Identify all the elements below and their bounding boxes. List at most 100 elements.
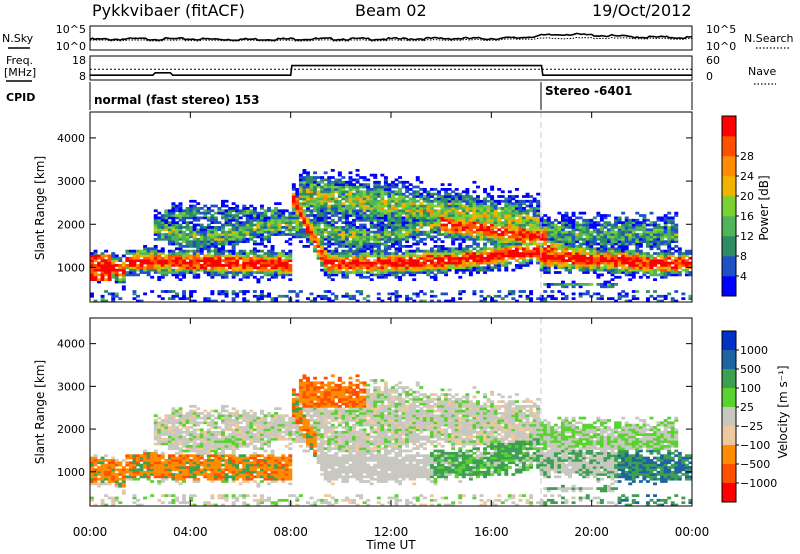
power-cell (309, 221, 314, 225)
power-cell (454, 204, 459, 208)
power-cell (387, 235, 392, 239)
power-cell (599, 285, 604, 289)
power-cell (585, 268, 590, 272)
velocity-cell (111, 456, 116, 460)
power-cell (344, 190, 349, 194)
power-cell (171, 211, 176, 215)
power-cell (415, 228, 420, 232)
power-cell (642, 233, 647, 236)
velocity-cell (178, 449, 183, 453)
velocity-cell (104, 482, 109, 486)
power-cell (288, 211, 293, 215)
power-cell (585, 247, 590, 251)
power-cell (217, 266, 222, 270)
power-cell (497, 247, 502, 251)
power-cell (327, 188, 332, 191)
power-cell (157, 294, 162, 298)
power-cell (408, 254, 413, 258)
power-cell (366, 195, 371, 198)
power-cell (568, 266, 572, 270)
power-cell (380, 261, 385, 265)
power-cell (571, 233, 576, 236)
power-cell (206, 261, 211, 265)
power-cell (327, 268, 332, 272)
power-cell (316, 240, 321, 244)
power-cell (536, 221, 541, 225)
power-cell (391, 221, 395, 225)
power-cell (383, 199, 388, 203)
power-cell (475, 226, 480, 229)
power-cell (575, 247, 580, 251)
power-cell (458, 235, 463, 239)
power-cell (341, 264, 346, 267)
power-cell (245, 230, 250, 234)
power-cell (348, 294, 353, 298)
power-cell (525, 230, 530, 234)
power-cell (422, 214, 427, 217)
power-cell (518, 211, 523, 215)
power-cell (320, 259, 325, 263)
power-cell (486, 266, 491, 270)
power-cell (667, 240, 672, 244)
power-cell (433, 218, 438, 222)
power-cell (228, 235, 233, 239)
power-cell (656, 259, 661, 263)
power-cell (344, 240, 349, 244)
power-cell (525, 237, 530, 241)
power-cell (355, 211, 360, 215)
power-cell (359, 264, 364, 267)
power-cell (160, 247, 165, 251)
power-cell (224, 237, 229, 241)
power-cell (143, 245, 148, 248)
power-cell (599, 216, 604, 220)
power-cell (380, 252, 385, 255)
velocity-cell (157, 421, 162, 425)
power-cell (560, 252, 565, 255)
power-cell (628, 233, 633, 236)
power-cell (256, 235, 261, 239)
power-cell (631, 254, 636, 258)
power-cell (359, 242, 364, 246)
power-cell (589, 252, 594, 255)
velocity-cell (100, 468, 105, 472)
power-cell (398, 266, 403, 270)
colorbar-swatch (722, 276, 736, 297)
power-cell (507, 242, 512, 246)
velocity-cell (174, 459, 179, 462)
power-cell (189, 292, 194, 296)
power-cell (114, 264, 119, 267)
velocity-cell (128, 466, 133, 469)
power-cell (585, 240, 590, 244)
power-cell (238, 271, 243, 274)
power-cell (298, 290, 303, 293)
power-cell (660, 218, 665, 222)
power-cell (185, 240, 190, 244)
power-cell (507, 226, 512, 229)
power-cell (451, 256, 456, 260)
power-cell (628, 235, 633, 239)
power-cell (178, 235, 183, 239)
power-cell (380, 259, 385, 263)
colorbar-swatch (722, 156, 736, 177)
power-cell (440, 249, 445, 253)
velocity-cell (160, 430, 165, 434)
power-cell (217, 221, 222, 225)
power-cell (589, 237, 594, 241)
power-cell (192, 271, 197, 274)
power-cell (309, 180, 314, 184)
power-cell (306, 192, 310, 196)
power-cell (603, 233, 608, 236)
power-cell (543, 261, 548, 265)
power-cell (242, 237, 247, 241)
power-cell (288, 259, 293, 263)
power-cell (302, 169, 307, 172)
power-cell (245, 237, 250, 241)
power-cell (500, 235, 505, 239)
power-cell (242, 233, 247, 236)
power-cell (330, 226, 335, 229)
power-cell (121, 285, 126, 289)
power-cell (224, 214, 229, 217)
power-cell (468, 216, 473, 220)
power-cell (221, 214, 225, 217)
power-cell (369, 197, 374, 201)
